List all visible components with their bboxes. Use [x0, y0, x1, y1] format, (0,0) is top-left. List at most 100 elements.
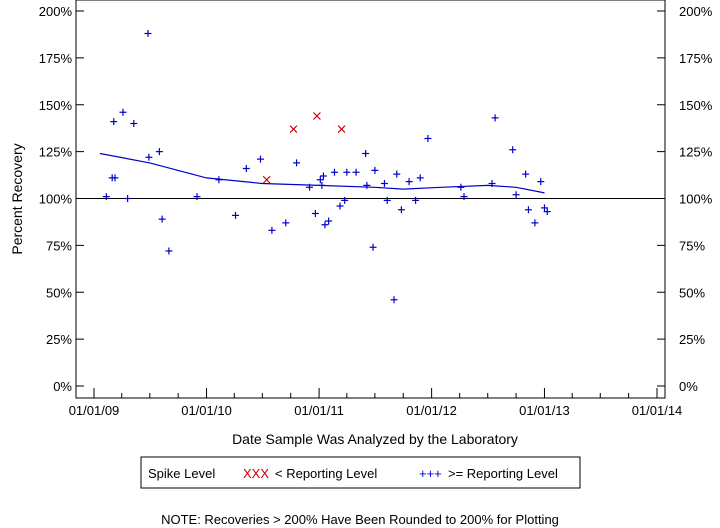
above-reporting-point [537, 178, 545, 186]
above-reporting-point [268, 226, 276, 234]
x-tick-label: 01/01/14 [632, 403, 683, 418]
y-tick-label-left: 200% [39, 4, 73, 19]
above-reporting-point [491, 114, 499, 122]
above-reporting-point [540, 204, 548, 212]
x-mark-stroke [289, 125, 298, 134]
trend-line-path [99, 152, 545, 194]
y-tick-label-left: 50% [46, 285, 72, 300]
above-reporting-point [424, 135, 432, 142]
above-reporting-point [215, 176, 223, 184]
y-tick-label-right: 0% [679, 379, 698, 394]
above-reporting-point [522, 170, 530, 178]
above-reporting-point [380, 180, 388, 187]
above-reporting-point [405, 178, 413, 186]
legend: Spike Level XXX < Reporting Level +++ >=… [140, 456, 581, 489]
legend-label-spike: Spike Level [148, 466, 215, 481]
above-reporting-point [369, 243, 377, 251]
above-reporting-point [460, 193, 468, 201]
footnote: NOTE: Recoveries > 200% Have Been Rounde… [161, 512, 559, 527]
above-reporting-point [193, 193, 201, 201]
y-tick-label-left: 75% [46, 238, 72, 253]
legend-marker-below: XXX [243, 466, 269, 481]
legend-marker-above: +++ [419, 466, 442, 481]
above-reporting-point [488, 180, 496, 187]
above-reporting-point [362, 150, 370, 157]
above-reporting-point [144, 30, 152, 37]
above-reporting-point [325, 217, 333, 225]
below-reporting-point [262, 175, 271, 184]
legend-label-below: < Reporting Level [275, 466, 377, 481]
y-tick-label-left: 150% [39, 98, 73, 113]
below-reporting-point [337, 125, 346, 134]
above-reporting-point [543, 208, 551, 216]
above-reporting-point [119, 108, 127, 116]
above-reporting-point [397, 206, 405, 214]
x-tick-label: 01/01/13 [519, 403, 570, 418]
x-axis-title: Date Sample Was Analyzed by the Laborato… [232, 431, 518, 447]
x-mark-stroke [337, 125, 346, 134]
above-reporting-point [393, 170, 401, 178]
y-tick-label-right: 150% [679, 98, 713, 113]
above-reporting-point [110, 118, 118, 126]
above-reporting-point [282, 219, 290, 227]
above-reporting-point [311, 210, 319, 217]
above-reporting-point [416, 174, 424, 182]
above-reporting-point [232, 211, 240, 219]
above-reporting-point [242, 165, 250, 172]
y-tick-label-right: 200% [679, 4, 713, 19]
x-mark-stroke [312, 112, 321, 120]
y-tick-label-left: 175% [39, 51, 73, 66]
above-reporting-point [330, 168, 338, 176]
above-reporting-point [306, 183, 314, 191]
above-reporting-point [457, 183, 465, 191]
above-reporting-point [371, 166, 379, 174]
above-reporting-point [124, 195, 132, 202]
y-tick-label-left: 100% [39, 192, 73, 207]
above-reporting-point [412, 196, 420, 204]
y-tick-label-right: 50% [679, 285, 705, 300]
y-tick-label-left: 25% [46, 332, 72, 347]
y-tick-label-right: 75% [679, 238, 705, 253]
above-reporting-point [383, 196, 391, 204]
x-mark-stroke [262, 175, 271, 184]
above-reporting-point [390, 296, 398, 304]
x-tick-label: 01/01/11 [294, 403, 344, 418]
above-reporting-point [102, 193, 110, 201]
axis-ticks: 0% 0% 25% 25% 50% 50% 75% 75% 100% 100% 125% 125% 15… [39, 4, 713, 418]
below-reporting-point [312, 112, 321, 120]
above-reporting-point [158, 215, 166, 223]
legend-label-above: >= Reporting Level [448, 466, 558, 481]
y-tick-label-right: 175% [679, 51, 713, 66]
y-tick-label-right: 125% [679, 145, 713, 160]
above-reporting-point [321, 221, 329, 229]
above-reporting-point [111, 174, 119, 182]
y-tick-label-left: 0% [53, 379, 72, 394]
trend-line [99, 152, 545, 194]
y-tick-label-left: 125% [39, 145, 73, 160]
above-reporting-point [336, 202, 344, 210]
y-tick-label-right: 25% [679, 332, 705, 347]
above-reporting-point [293, 159, 301, 167]
data-marks [102, 30, 551, 304]
above-reporting-point [352, 168, 360, 176]
above-reporting-point [319, 172, 327, 180]
above-reporting-point [130, 120, 138, 127]
above-reporting-point [318, 181, 326, 189]
x-tick-label: 01/01/10 [181, 403, 232, 418]
above-reporting-point [363, 181, 371, 189]
above-reporting-point [145, 153, 153, 161]
x-tick-label: 01/01/12 [406, 403, 457, 418]
legend-box [140, 456, 581, 489]
above-reporting-point [512, 191, 520, 199]
above-reporting-point [524, 206, 532, 214]
x-tick-label: 01/01/09 [69, 403, 120, 418]
below-reporting-point [289, 125, 298, 134]
above-reporting-point [509, 146, 517, 154]
above-reporting-point [531, 219, 539, 227]
y-tick-label-right: 100% [679, 192, 713, 207]
y-axis-title: Percent Recovery [9, 143, 25, 254]
above-reporting-point [341, 196, 349, 204]
above-reporting-point [316, 176, 324, 184]
above-reporting-point [155, 148, 163, 156]
